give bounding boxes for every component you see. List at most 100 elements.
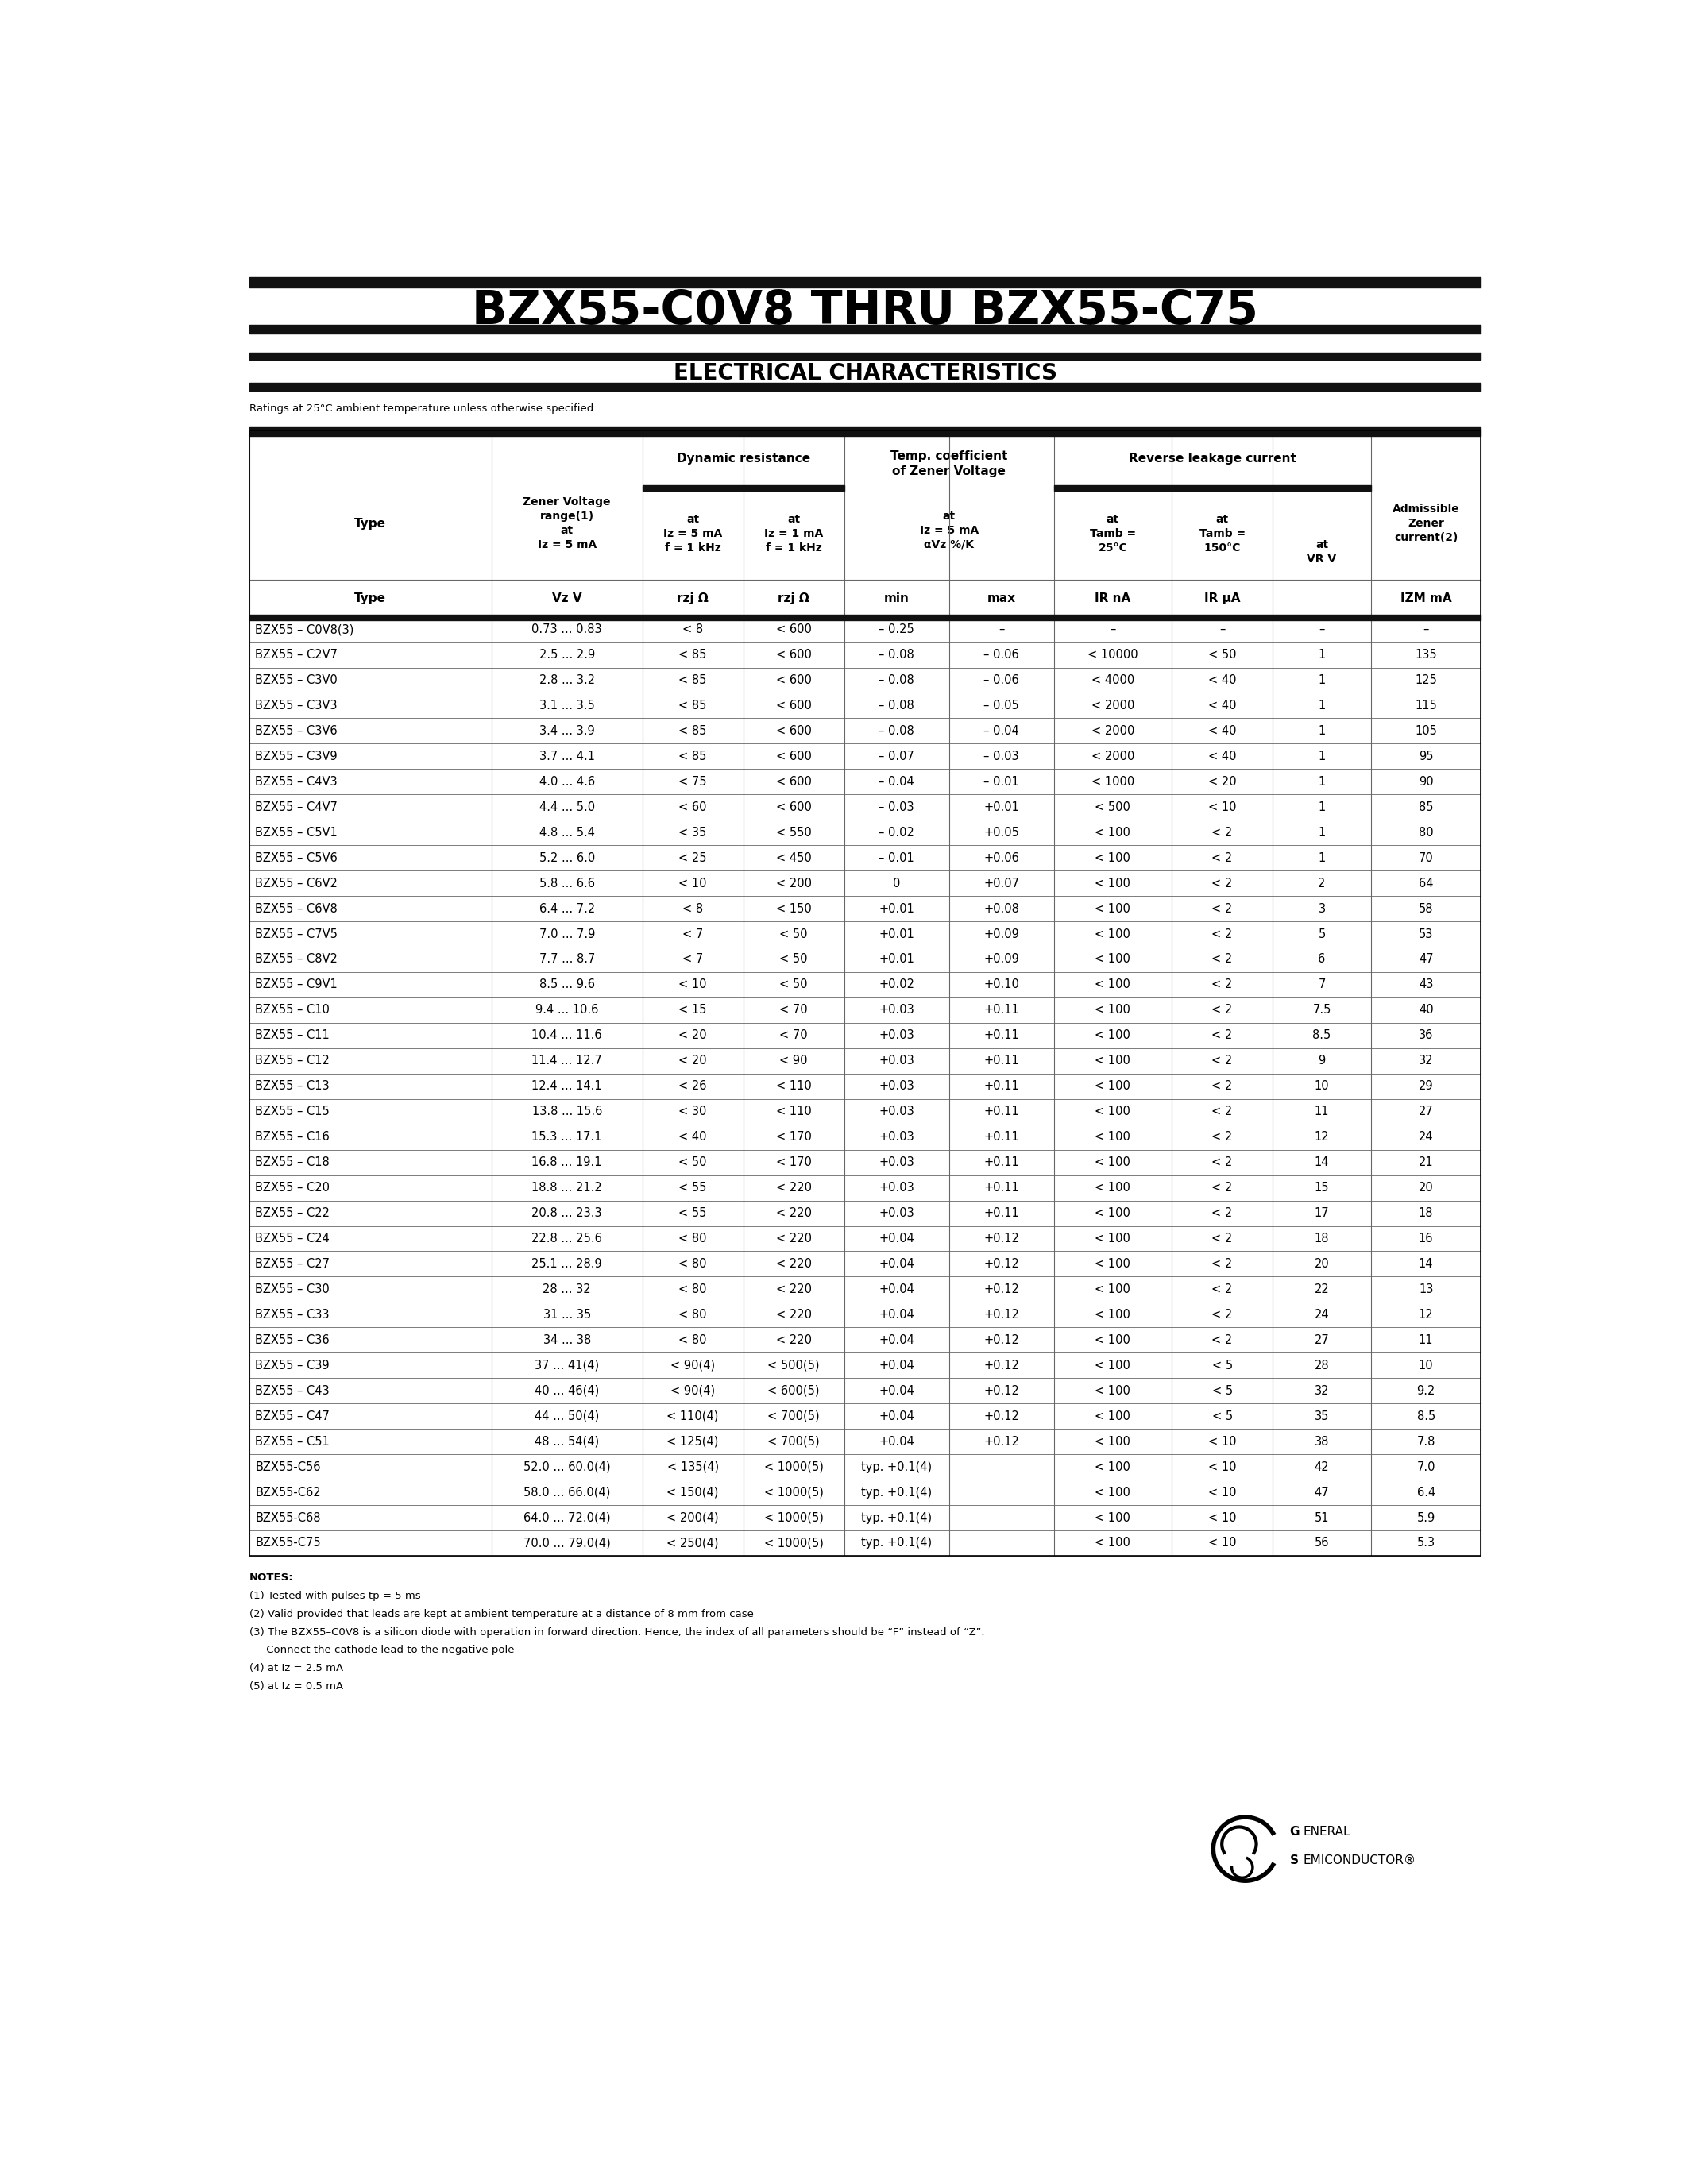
Text: < 100: < 100: [1096, 978, 1131, 992]
Text: BZX55 – C3V0: BZX55 – C3V0: [255, 675, 338, 686]
Text: < 100: < 100: [1096, 1385, 1131, 1398]
Text: 3.7 ... 4.1: 3.7 ... 4.1: [538, 751, 594, 762]
Text: < 10: < 10: [1209, 1487, 1236, 1498]
Text: +0.11: +0.11: [984, 1029, 1020, 1042]
Text: < 30: < 30: [679, 1105, 707, 1118]
Bar: [250, 614, 1480, 620]
Text: 2: 2: [1318, 878, 1325, 889]
Text: < 220: < 220: [776, 1334, 812, 1345]
Text: < 550: < 550: [776, 826, 812, 839]
Text: < 100: < 100: [1096, 1284, 1131, 1295]
Text: – 0.03: – 0.03: [984, 751, 1020, 762]
Text: – 0.08: – 0.08: [879, 675, 915, 686]
Text: < 90(4): < 90(4): [670, 1385, 716, 1398]
Text: < 100: < 100: [1096, 1334, 1131, 1345]
Text: < 85: < 85: [679, 751, 707, 762]
Text: +0.04: +0.04: [879, 1232, 915, 1245]
Text: < 2: < 2: [1212, 902, 1232, 915]
Text: < 600: < 600: [776, 725, 812, 736]
Text: 42: 42: [1315, 1461, 1328, 1472]
Text: < 55: < 55: [679, 1208, 707, 1219]
Text: –: –: [1109, 622, 1116, 636]
Text: < 8: < 8: [682, 902, 704, 915]
Text: 80: 80: [1418, 826, 1433, 839]
Text: 18: 18: [1315, 1232, 1328, 1245]
Text: – 0.06: – 0.06: [984, 649, 1020, 662]
Text: rzj Ω: rzj Ω: [778, 592, 810, 605]
Text: +0.04: +0.04: [879, 1435, 915, 1448]
Text: < 10: < 10: [1209, 802, 1236, 812]
Text: < 450: < 450: [776, 852, 812, 865]
Text: (2) Valid provided that leads are kept at ambient temperature at a distance of 8: (2) Valid provided that leads are kept a…: [250, 1610, 753, 1618]
Text: < 250(4): < 250(4): [667, 1538, 719, 1548]
Text: 18: 18: [1418, 1208, 1433, 1219]
Text: < 2: < 2: [1212, 1029, 1232, 1042]
Text: +0.04: +0.04: [879, 1284, 915, 1295]
Text: Vz V: Vz V: [552, 592, 582, 605]
Text: BZX55 – C18: BZX55 – C18: [255, 1158, 329, 1168]
Text: < 10: < 10: [1209, 1538, 1236, 1548]
Text: 8.5 ... 9.6: 8.5 ... 9.6: [538, 978, 594, 992]
Text: +0.01: +0.01: [879, 902, 915, 915]
Text: 1: 1: [1318, 699, 1325, 712]
Text: 43: 43: [1418, 978, 1433, 992]
Text: 24: 24: [1315, 1308, 1328, 1321]
Text: < 40: < 40: [1209, 725, 1236, 736]
Text: 64.0 ... 72.0(4): 64.0 ... 72.0(4): [523, 1511, 611, 1524]
Text: < 20: < 20: [679, 1055, 707, 1066]
Text: < 220: < 220: [776, 1208, 812, 1219]
Text: < 220: < 220: [776, 1232, 812, 1245]
Text: +0.12: +0.12: [984, 1258, 1020, 1269]
Text: +0.04: +0.04: [879, 1334, 915, 1345]
Text: < 85: < 85: [679, 675, 707, 686]
Text: BZX55 – C2V7: BZX55 – C2V7: [255, 649, 338, 662]
Text: 52.0 ... 60.0(4): 52.0 ... 60.0(4): [523, 1461, 611, 1472]
Text: 34 ... 38: 34 ... 38: [544, 1334, 591, 1345]
Text: < 26: < 26: [679, 1081, 707, 1092]
Text: < 20: < 20: [1209, 775, 1236, 788]
Text: BZX55 – C24: BZX55 – C24: [255, 1232, 329, 1245]
Text: < 2: < 2: [1212, 1308, 1232, 1321]
Text: < 2: < 2: [1212, 826, 1232, 839]
Text: 36: 36: [1418, 1029, 1433, 1042]
Text: +0.08: +0.08: [984, 902, 1020, 915]
Text: 24: 24: [1418, 1131, 1433, 1142]
Text: +0.03: +0.03: [879, 1029, 915, 1042]
Text: +0.04: +0.04: [879, 1358, 915, 1372]
Text: < 80: < 80: [679, 1334, 707, 1345]
Bar: [250, 352, 1480, 360]
Text: < 35: < 35: [679, 826, 707, 839]
Text: +0.12: +0.12: [984, 1385, 1020, 1398]
Text: < 110(4): < 110(4): [667, 1411, 719, 1422]
Text: IZM mA: IZM mA: [1401, 592, 1452, 605]
Text: < 220: < 220: [776, 1182, 812, 1195]
Text: typ. +0.1(4): typ. +0.1(4): [861, 1538, 932, 1548]
Text: < 40: < 40: [1209, 751, 1236, 762]
Text: 4.4 ... 5.0: 4.4 ... 5.0: [538, 802, 594, 812]
Text: 7.7 ... 8.7: 7.7 ... 8.7: [538, 954, 594, 965]
Text: < 100: < 100: [1096, 902, 1131, 915]
Text: – 0.08: – 0.08: [879, 649, 915, 662]
Text: < 500: < 500: [1096, 802, 1131, 812]
Text: – 0.05: – 0.05: [984, 699, 1020, 712]
Text: Connect the cathode lead to the negative pole: Connect the cathode lead to the negative…: [250, 1645, 515, 1655]
Text: < 600: < 600: [776, 699, 812, 712]
Text: BZX55 – C6V2: BZX55 – C6V2: [255, 878, 338, 889]
Text: 9: 9: [1318, 1055, 1325, 1066]
Text: 12: 12: [1315, 1131, 1328, 1142]
Text: +0.03: +0.03: [879, 1055, 915, 1066]
Text: +0.03: +0.03: [879, 1005, 915, 1016]
Text: +0.11: +0.11: [984, 1105, 1020, 1118]
Text: at
Tamb =
150°C: at Tamb = 150°C: [1198, 513, 1246, 553]
Text: 14: 14: [1315, 1158, 1328, 1168]
Text: 7.0 ... 7.9: 7.0 ... 7.9: [538, 928, 594, 939]
Text: –: –: [999, 622, 1004, 636]
Text: < 220: < 220: [776, 1284, 812, 1295]
Text: < 50: < 50: [679, 1158, 707, 1168]
Text: < 125(4): < 125(4): [667, 1435, 719, 1448]
Text: 0.73 ... 0.83: 0.73 ... 0.83: [532, 622, 603, 636]
Text: –: –: [1423, 622, 1430, 636]
Text: BZX55 – C22: BZX55 – C22: [255, 1208, 329, 1219]
Text: < 100: < 100: [1096, 878, 1131, 889]
Text: < 50: < 50: [780, 978, 809, 992]
